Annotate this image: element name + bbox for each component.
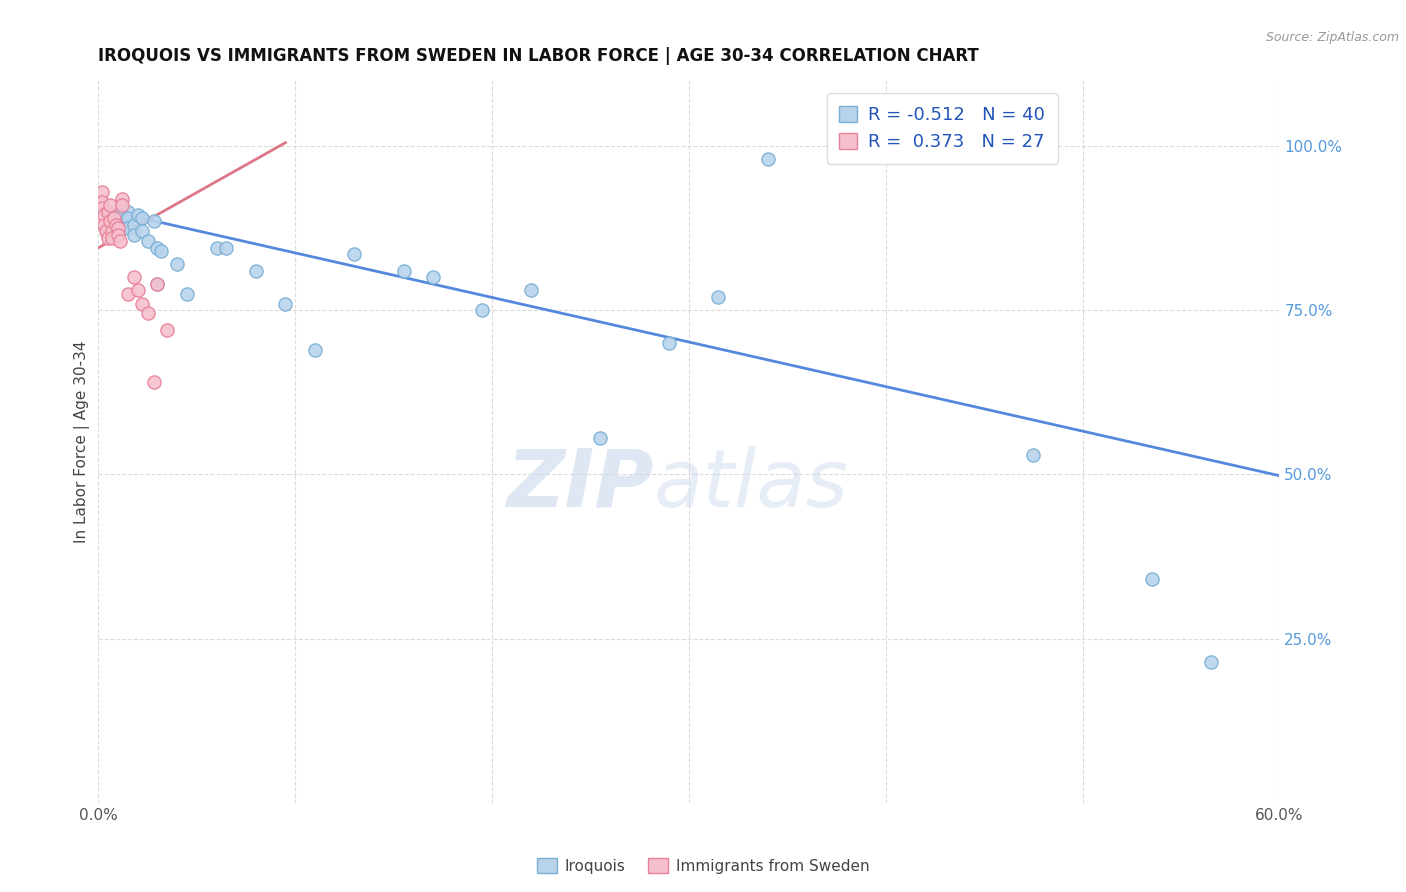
Point <box>142 376 165 390</box>
Point <box>111 192 134 206</box>
Point <box>103 218 125 232</box>
Point <box>131 211 153 226</box>
Point <box>274 296 297 310</box>
Point <box>117 286 139 301</box>
Point <box>107 208 129 222</box>
Point <box>245 264 267 278</box>
Point <box>156 323 179 337</box>
Point <box>97 204 120 219</box>
Point <box>117 211 139 226</box>
Point <box>1199 655 1222 669</box>
Point <box>146 241 169 255</box>
Point <box>136 306 159 320</box>
Point <box>101 231 124 245</box>
Point <box>343 247 366 261</box>
Point <box>98 198 121 212</box>
Point <box>127 284 149 298</box>
Point <box>589 431 612 445</box>
Point <box>131 296 153 310</box>
Point <box>304 343 326 357</box>
Text: IROQUOIS VS IMMIGRANTS FROM SWEDEN IN LABOR FORCE | AGE 30-34 CORRELATION CHART: IROQUOIS VS IMMIGRANTS FROM SWEDEN IN LA… <box>98 47 979 65</box>
Point <box>422 270 444 285</box>
Text: ZIP: ZIP <box>506 446 654 524</box>
Point <box>146 277 169 291</box>
Point <box>658 336 681 351</box>
Point <box>392 264 415 278</box>
Point <box>91 185 114 199</box>
Point <box>117 204 139 219</box>
Point <box>127 208 149 222</box>
Point <box>520 284 543 298</box>
Point <box>108 234 131 248</box>
Legend: Iroquois, Immigrants from Sweden: Iroquois, Immigrants from Sweden <box>530 852 876 880</box>
Point <box>131 224 153 238</box>
Point <box>924 139 946 153</box>
Point <box>471 303 494 318</box>
Point <box>136 234 159 248</box>
Point <box>98 214 121 228</box>
Point <box>146 277 169 291</box>
Point <box>707 290 730 304</box>
Point <box>91 202 114 216</box>
Point <box>142 214 165 228</box>
Point <box>111 198 134 212</box>
Point <box>166 257 188 271</box>
Point <box>103 211 125 226</box>
Point <box>96 224 118 238</box>
Point <box>97 221 120 235</box>
Point <box>101 224 124 238</box>
Point <box>91 194 114 209</box>
Point <box>111 218 134 232</box>
Point <box>205 241 228 255</box>
Point <box>93 208 115 222</box>
Point <box>1022 448 1045 462</box>
Point <box>1140 573 1163 587</box>
Point <box>122 218 145 232</box>
Text: atlas: atlas <box>654 446 848 524</box>
Point <box>97 231 120 245</box>
Point <box>111 208 134 222</box>
Point <box>756 152 779 166</box>
Point <box>97 227 120 242</box>
Text: Source: ZipAtlas.com: Source: ZipAtlas.com <box>1265 31 1399 45</box>
Point <box>107 224 129 238</box>
Legend: R = -0.512   N = 40, R =  0.373   N = 27: R = -0.512 N = 40, R = 0.373 N = 27 <box>827 93 1057 164</box>
Point <box>107 227 129 242</box>
Point <box>122 227 145 242</box>
Point <box>107 221 129 235</box>
Point <box>105 218 128 232</box>
Point <box>117 221 139 235</box>
Point <box>93 218 115 232</box>
Point <box>215 241 238 255</box>
Point <box>150 244 173 258</box>
Point <box>122 270 145 285</box>
Point <box>176 286 198 301</box>
Y-axis label: In Labor Force | Age 30-34: In Labor Force | Age 30-34 <box>75 340 90 543</box>
